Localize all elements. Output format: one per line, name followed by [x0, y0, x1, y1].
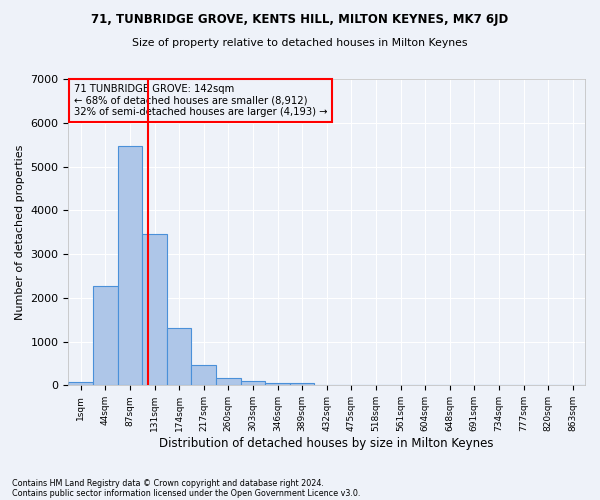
Bar — [191, 365, 216, 386]
Bar — [118, 146, 142, 386]
Bar — [216, 378, 241, 386]
Bar — [142, 234, 167, 386]
Text: 71, TUNBRIDGE GROVE, KENTS HILL, MILTON KEYNES, MK7 6JD: 71, TUNBRIDGE GROVE, KENTS HILL, MILTON … — [91, 12, 509, 26]
Bar — [93, 286, 118, 386]
Y-axis label: Number of detached properties: Number of detached properties — [15, 144, 25, 320]
Bar — [290, 383, 314, 386]
Text: Contains HM Land Registry data © Crown copyright and database right 2024.: Contains HM Land Registry data © Crown c… — [12, 478, 324, 488]
Text: 71 TUNBRIDGE GROVE: 142sqm
← 68% of detached houses are smaller (8,912)
32% of s: 71 TUNBRIDGE GROVE: 142sqm ← 68% of deta… — [74, 84, 327, 117]
X-axis label: Distribution of detached houses by size in Milton Keynes: Distribution of detached houses by size … — [160, 437, 494, 450]
Text: Contains public sector information licensed under the Open Government Licence v3: Contains public sector information licen… — [12, 488, 361, 498]
Bar — [167, 328, 191, 386]
Bar — [265, 382, 290, 386]
Text: Size of property relative to detached houses in Milton Keynes: Size of property relative to detached ho… — [132, 38, 468, 48]
Bar — [68, 382, 93, 386]
Bar — [241, 382, 265, 386]
